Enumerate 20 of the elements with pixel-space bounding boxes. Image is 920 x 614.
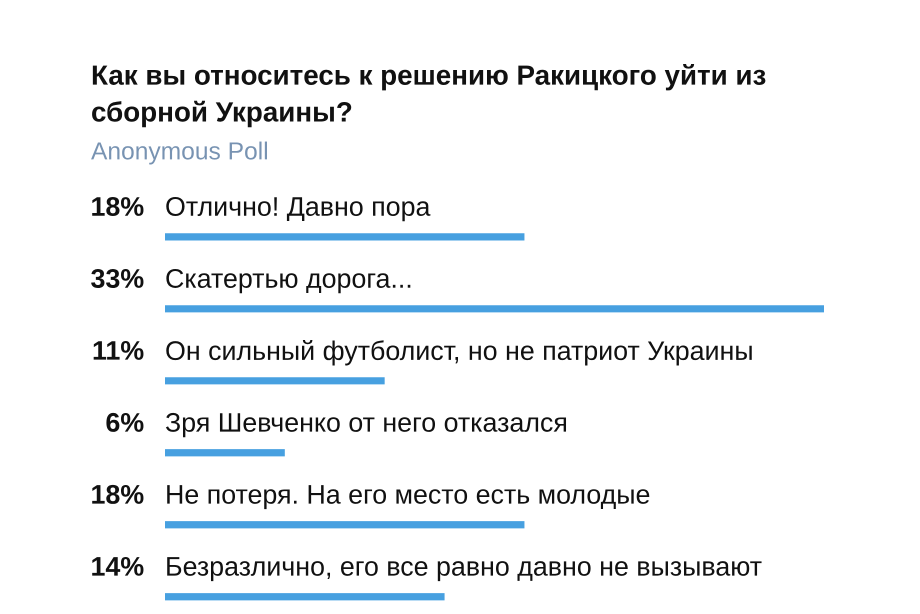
y-tick-label: Отлично! Давно пора xyxy=(166,197,430,222)
chart-subtitle: Anonymous Poll xyxy=(91,142,267,164)
data-label: 18% xyxy=(92,484,144,504)
data-label: 11% xyxy=(94,341,144,360)
bar xyxy=(165,593,445,600)
bar xyxy=(165,521,524,528)
bar xyxy=(165,305,824,312)
data-label: 14% xyxy=(92,556,144,576)
data-label: 33% xyxy=(91,268,144,288)
data-label: 6% xyxy=(106,412,144,432)
bar xyxy=(165,233,524,240)
data-label: 18% xyxy=(92,197,144,216)
y-tick-label: Зря Шевченко от него отказался xyxy=(166,412,566,438)
bar xyxy=(165,377,385,384)
y-tick-label: Безразлично, его все равно давно не вызывают xyxy=(167,557,762,582)
bar xyxy=(165,449,285,456)
y-tick-label: Он сильный футболист, но не патриот Украины xyxy=(166,340,752,366)
chart-title: Как вы относитесь к решению Ракицкого уйти из сборной Украины? xyxy=(92,64,766,128)
y-tick-label: Скатертью дорога... xyxy=(166,268,410,294)
y-tick-label: Не потеря. На его место есть молодые xyxy=(167,485,650,510)
